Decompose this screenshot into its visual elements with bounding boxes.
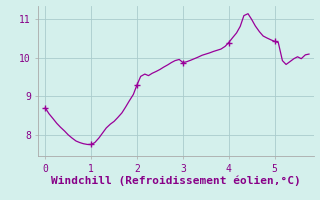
- X-axis label: Windchill (Refroidissement éolien,°C): Windchill (Refroidissement éolien,°C): [51, 175, 301, 186]
